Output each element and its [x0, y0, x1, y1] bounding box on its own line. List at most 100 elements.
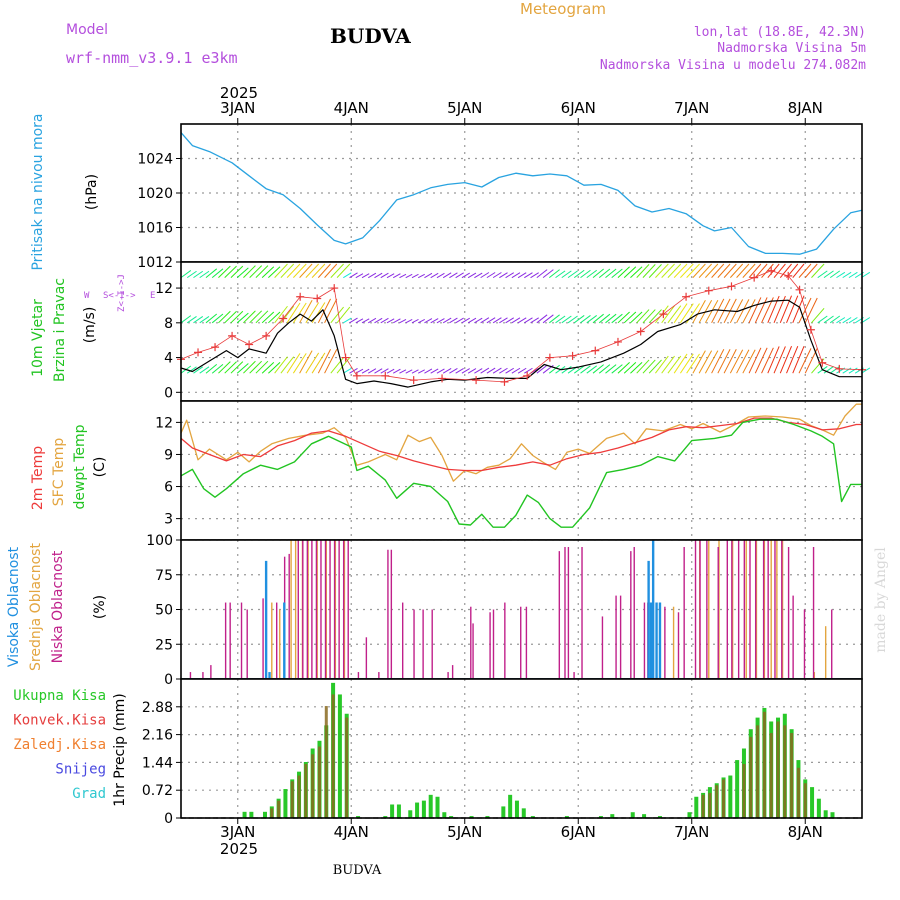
wind-vector-arrow [218, 265, 231, 278]
wind-vector-arrow [586, 269, 597, 279]
wind-vector-arrow [623, 361, 637, 374]
wind-vector-arrow [449, 367, 458, 374]
wind-vector-arrow [605, 268, 617, 279]
wind-vector-arrow [711, 263, 725, 278]
wind-vector-arrow [842, 271, 852, 279]
precip-convective-bar [803, 783, 807, 818]
wind-vector-arrow [673, 353, 688, 374]
wind-vector-arrow [817, 270, 828, 279]
wind-vector-arrow [193, 315, 204, 324]
wind-vector-arrow [717, 263, 731, 278]
precip-convective-bar [722, 779, 726, 818]
precip-total-bar [408, 810, 413, 818]
wind-vector-arrow [361, 318, 370, 324]
wind-vector-arrow [542, 269, 554, 279]
y-tick-label: 6 [164, 480, 173, 496]
wind-vector-arrow [773, 263, 786, 278]
temp-label-sfc: SFC Temp [51, 438, 67, 507]
wind-vector-arrow [673, 263, 688, 278]
wind-vector-arrow [311, 352, 326, 374]
wind-vector-arrow [549, 364, 560, 374]
wind-vector-arrow [455, 367, 464, 374]
wind-vector-arrow [386, 368, 395, 374]
precip-total-bar [283, 789, 288, 818]
wind-vector-arrow [567, 270, 578, 279]
wind-vector-arrow [205, 313, 218, 324]
wind-vector-arrow [598, 268, 611, 279]
wind-vector-arrow [436, 368, 445, 374]
cloud-label-high: Visoka Oblacnost [6, 546, 22, 667]
wind-vector-arrow [536, 364, 548, 374]
wind-vector-arrow [667, 305, 682, 324]
wind-vector-arrow [399, 273, 407, 279]
wind-vector-arrow [586, 315, 597, 324]
wind-vector-arrow [236, 363, 249, 374]
wind-vector-arrow [218, 310, 231, 324]
wind-vector-arrow [811, 263, 825, 278]
top-date-labels: 3JAN 4JAN 5JAN 6JAN 7JAN 8JAN [220, 99, 823, 124]
precip-convective-bar [769, 733, 773, 818]
wind-vector-arrow [230, 310, 244, 324]
wind-vector-arrow [617, 311, 630, 324]
top-date-label: 4JAN [334, 99, 369, 117]
wind-vector-arrow [211, 363, 224, 374]
precip-convective-bar [790, 733, 794, 818]
model-label: Model [66, 22, 108, 38]
wind-vector-arrow [442, 317, 452, 324]
panel-frame [180, 678, 863, 819]
y-tick-label: 8 [164, 316, 173, 332]
wind-vector-arrow [561, 315, 572, 324]
precip-total-bar [415, 802, 420, 818]
wind-vector-arrow [861, 367, 871, 374]
wind-vector-arrow [842, 367, 852, 374]
precip-convective-bar [701, 794, 705, 818]
wind-vector-arrow [648, 359, 662, 374]
wind-vector-arrow [430, 368, 439, 374]
wind-vector-arrow [555, 270, 566, 279]
footer-station: BUDVA [333, 863, 382, 878]
wind-vector-arrow [680, 263, 694, 278]
wind-vector-arrow [280, 356, 295, 374]
wind-vector-arrow [424, 368, 433, 374]
wind-vector-arrow [848, 271, 858, 279]
compass-vertical: Z<-I->J [117, 274, 127, 312]
wind-vector-arrow [186, 366, 197, 374]
bottom-date-label: 7JAN [674, 823, 709, 841]
compass-horizontal: S<-I-> [103, 291, 136, 301]
cloud-label-low: Niska Oblacnost [50, 550, 66, 663]
wind-vector-arrow [842, 317, 852, 324]
wind-vector-arrow [623, 266, 637, 279]
wind-vector-arrow [249, 265, 263, 278]
wind-vector-arrow [436, 318, 445, 324]
wind-vector-arrow [673, 303, 688, 324]
panel-background [181, 401, 862, 540]
precip-convective-bar [762, 711, 766, 818]
wind-vector-arrow [505, 272, 514, 279]
wind-vector-arrow [823, 315, 834, 324]
bottom-date-label: 8JAN [788, 823, 823, 841]
precip-total-bar [501, 806, 506, 818]
precip-total-bar [337, 694, 342, 818]
wind-vector-arrow [355, 273, 364, 279]
wind-vector-arrow [524, 272, 533, 279]
precip-total-bar [449, 816, 454, 818]
precip-total-bar [469, 816, 474, 818]
wind-vector-arrow [573, 315, 585, 324]
wind-vector-arrow [449, 272, 458, 279]
y-tick-label: 0 [164, 672, 173, 688]
precip-total-bar [598, 816, 603, 818]
credit-watermark: made by Angel [873, 547, 889, 653]
wind-vector-arrow [343, 367, 352, 374]
wind-vector-arrow [411, 273, 419, 279]
precip-total-bar [485, 816, 490, 818]
wind-vector-arrow [549, 314, 560, 324]
precip-convective-bar [345, 717, 349, 818]
bottom-date-label: 4JAN [334, 823, 369, 841]
wind-vector-arrow [767, 346, 780, 374]
precip-convective-bar [297, 775, 301, 818]
temp-label-2m: 2m Temp [30, 446, 46, 510]
wind-vector-arrow [211, 313, 224, 324]
y-tick-label: 1016 [137, 221, 173, 237]
y-tick-label: 1012 [137, 255, 173, 271]
wind-vector-arrow [393, 318, 401, 324]
